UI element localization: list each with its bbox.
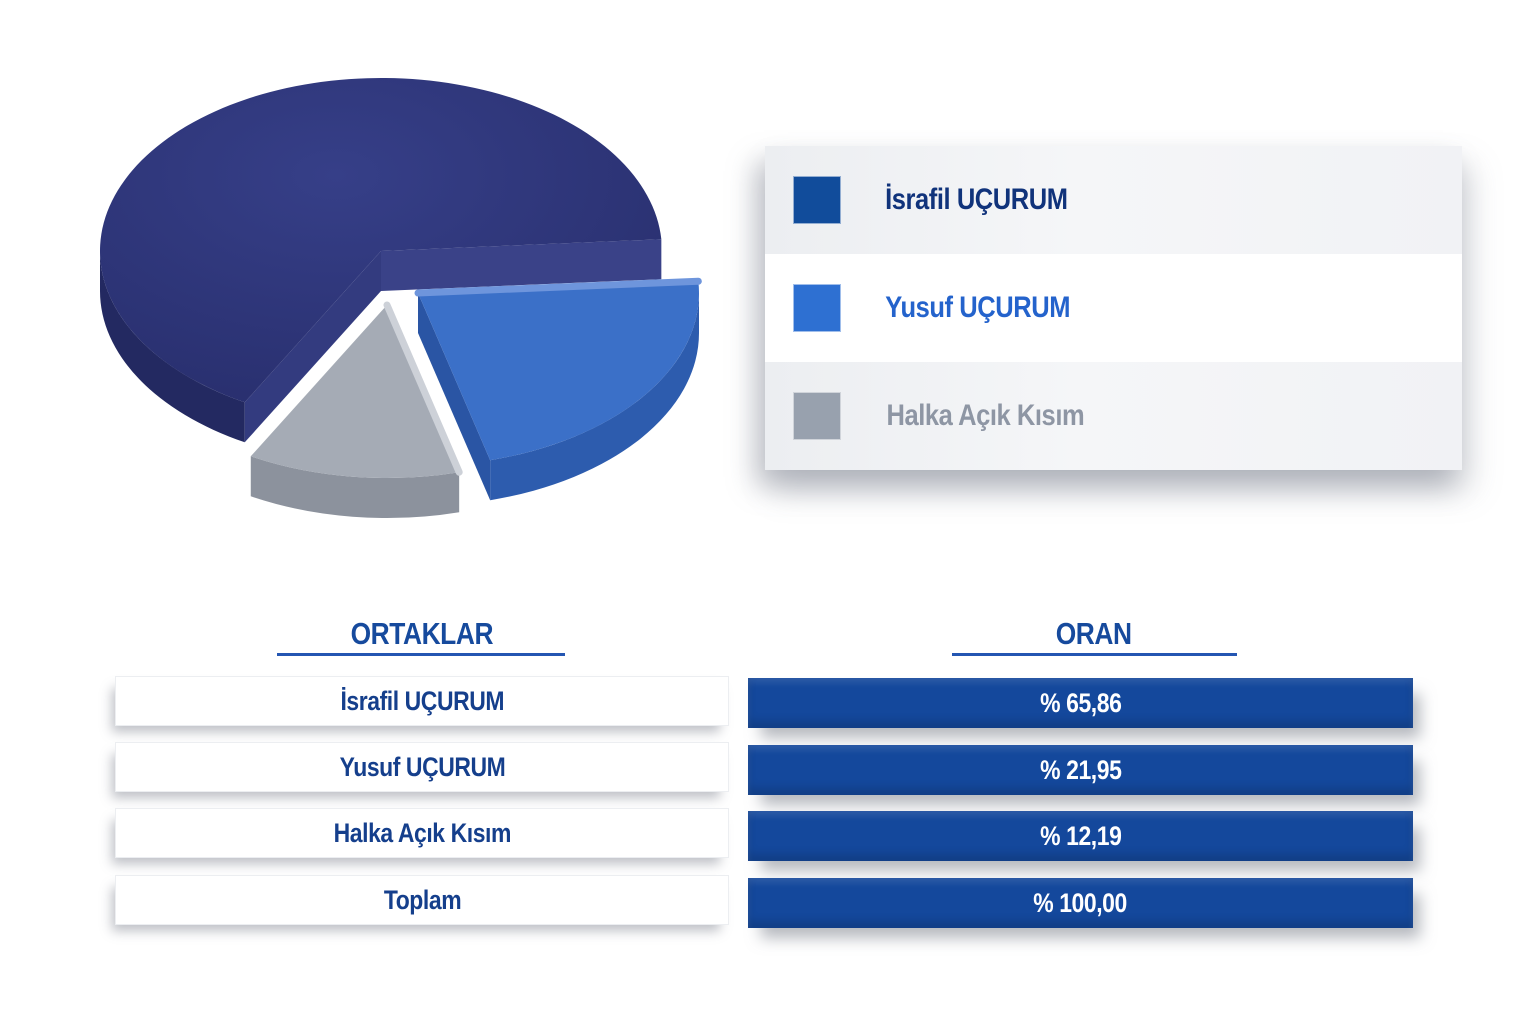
legend-label: İsrafil UÇURUM [885,183,1068,216]
legend-swatch-gray [793,392,841,440]
partner-name: Halka Açık Kısım [333,817,511,848]
partners-header-text: ORTAKLAR [350,616,494,651]
ratio-header-underline [952,653,1237,656]
partner-name: İsrafil UÇURUM [340,685,504,716]
legend-item-israfil: İsrafil UÇURUM [765,146,1462,254]
ratio-bar-yusuf: % 21,95 [748,745,1413,795]
ratio-value: % 21,95 [1039,754,1122,785]
pie-legend: İsrafil UÇURUM Yusuf UÇURUM Halka Açık K… [765,146,1462,470]
ratio-value: % 12,19 [1039,820,1122,851]
ratio-bar-toplam: % 100,00 [748,878,1413,928]
table-row-toplam: Toplam [115,875,729,925]
partner-name: Yusuf UÇURUM [339,751,505,782]
ratio-value: % 100,00 [1033,887,1128,918]
ratio-value: % 65,86 [1039,687,1122,718]
legend-item-halka-acik: Halka Açık Kısım [765,362,1462,470]
ratio-column-header: ORAN [744,616,1444,652]
ratio-bar-israfil: % 65,86 [748,678,1413,728]
partners-header-underline [277,653,565,656]
partners-column-header: ORTAKLAR [115,616,729,652]
partner-name: Toplam [383,884,461,915]
legend-swatch-blue [793,284,841,332]
table-row-israfil: İsrafil UÇURUM [115,676,729,726]
table-row-halka-acik: Halka Açık Kısım [115,808,729,858]
table-row-yusuf: Yusuf UÇURUM [115,742,729,792]
legend-label: Yusuf UÇURUM [885,291,1071,324]
legend-swatch-navy [793,176,841,224]
legend-label: Halka Açık Kısım [886,399,1085,432]
ratio-header-text: ORAN [1056,616,1132,651]
ratio-bar-halka-acik: % 12,19 [748,811,1413,861]
legend-item-yusuf: Yusuf UÇURUM [765,254,1462,362]
